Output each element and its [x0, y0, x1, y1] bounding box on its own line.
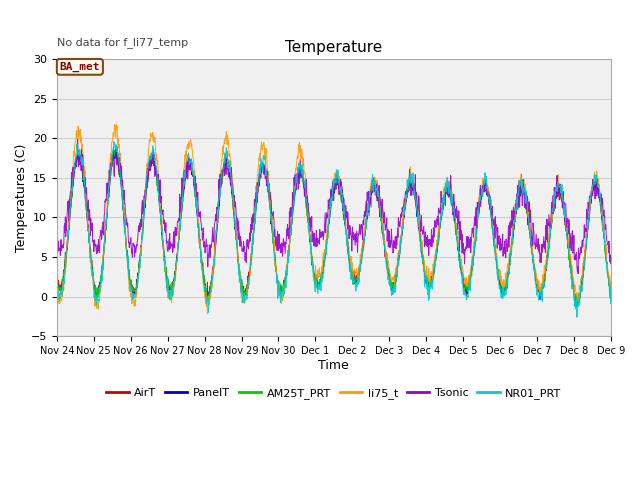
Title: Temperature: Temperature	[285, 40, 383, 55]
Legend: AirT, PanelT, AM25T_PRT, li75_t, Tsonic, NR01_PRT: AirT, PanelT, AM25T_PRT, li75_t, Tsonic,…	[102, 384, 566, 403]
X-axis label: Time: Time	[319, 359, 349, 372]
Y-axis label: Temperatures (C): Temperatures (C)	[15, 144, 28, 252]
Text: No data for f_li77_temp: No data for f_li77_temp	[57, 37, 188, 48]
Text: BA_met: BA_met	[60, 62, 100, 72]
